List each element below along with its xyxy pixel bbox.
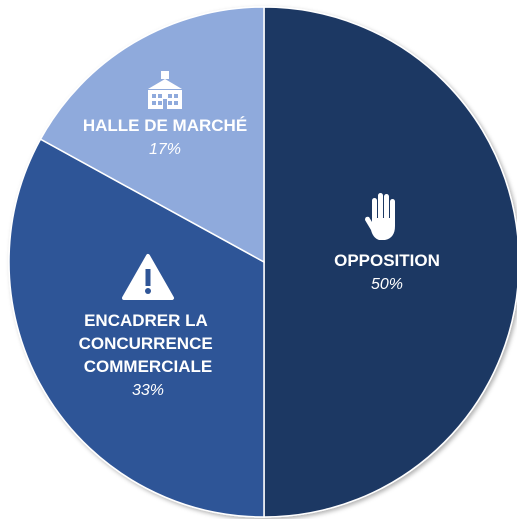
pie <box>8 6 517 518</box>
pie-slice <box>263 6 517 518</box>
value-label: 50% <box>371 276 403 293</box>
icons <box>122 71 395 300</box>
building-icon <box>148 71 182 109</box>
category-label: HALLE DE MARCHÉ <box>83 116 247 135</box>
pie-slice <box>8 138 265 518</box>
value-label: 33% <box>132 382 164 399</box>
value-label: 17% <box>149 141 181 158</box>
category-label: OPPOSITION <box>334 251 440 270</box>
labels: OPPOSITION 50% ENCADRER LA CONCURRENCE COM… <box>79 116 440 399</box>
hand-icon <box>365 193 395 240</box>
pie-slice <box>39 6 265 264</box>
category-label: ENCADRER LA CONCURRENCE COMMERCIALE <box>79 311 218 376</box>
warning-icon <box>122 254 174 300</box>
